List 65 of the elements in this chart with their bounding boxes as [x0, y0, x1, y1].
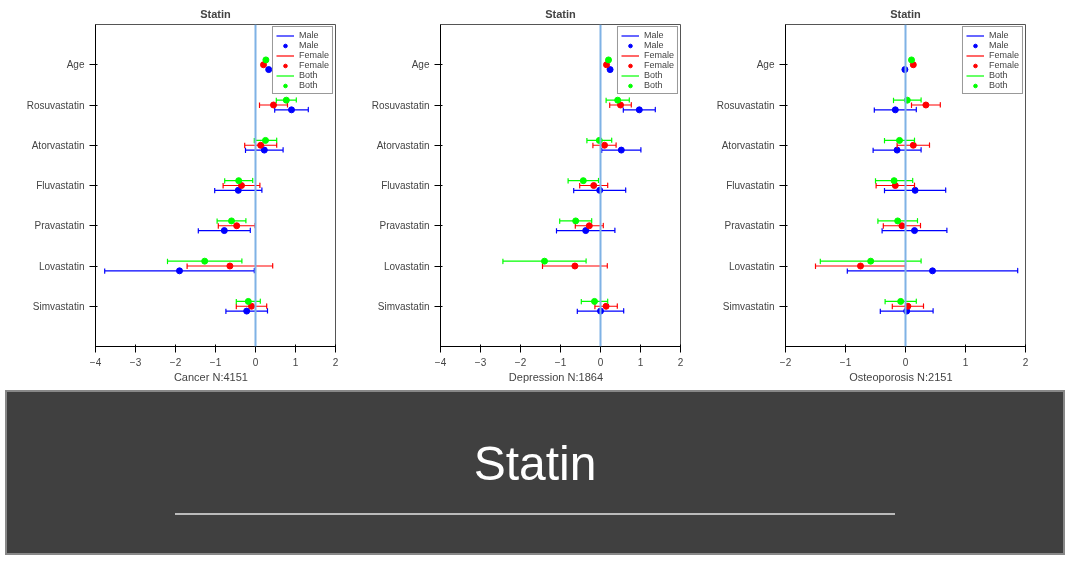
y-tick-label: Fluvastatin — [726, 180, 775, 191]
legend-label: Both — [988, 70, 1009, 80]
text: Female — [988, 50, 1019, 60]
text: Statin — [473, 436, 597, 493]
text: Both — [298, 80, 318, 90]
x-tick-label: −2 — [514, 356, 527, 368]
y-tick-label: Rosuvastatin — [371, 99, 430, 111]
y-tick-label: Simvastatin — [32, 300, 85, 312]
y-tick-label: Lovastatin — [383, 260, 430, 272]
legend-label: Female — [988, 60, 1019, 70]
y-tick-label: Pravastatin — [379, 220, 430, 232]
y-tick-label: Atorvastatin — [721, 139, 775, 151]
y-tick-label: Age — [66, 59, 85, 71]
legend-label: Both — [298, 70, 319, 80]
x-tick-label: −1 — [209, 356, 222, 368]
y-tick-label: Atorvastatin — [376, 139, 430, 151]
text: Both — [643, 80, 663, 90]
text: Female — [643, 50, 674, 60]
y-tick-label: Lovastatin — [38, 260, 85, 272]
y-tick-label: Fluvastatin — [36, 180, 85, 191]
y-tick-label: Simvastatin — [377, 300, 430, 312]
legend-label: Male — [988, 40, 1009, 50]
text: Male — [643, 30, 664, 40]
chart-title: Statin — [545, 7, 577, 20]
y-tick-label: Atorvastatin — [31, 139, 85, 151]
chart-title: Statin — [200, 7, 232, 20]
x-tick-label: 2 — [1022, 356, 1029, 368]
legend-label: Male — [643, 40, 664, 50]
x-tick-label: 0 — [902, 356, 909, 368]
x-tick-label: −4 — [89, 356, 102, 368]
x-axis-title: Depression N:1864 — [508, 370, 603, 383]
x-tick-label: −4 — [434, 356, 447, 368]
y-tick-label: Fluvastatin — [381, 180, 430, 191]
x-tick-label: 0 — [252, 356, 259, 368]
x-tick-label: −1 — [839, 356, 852, 368]
text: Male — [988, 30, 1009, 40]
text: Male — [298, 30, 319, 40]
x-tick-label: 2 — [332, 356, 339, 368]
x-axis-title: Cancer N:4151 — [173, 370, 248, 383]
y-tick-label: Age — [756, 59, 775, 71]
y-tick-label: Rosuvastatin — [716, 99, 775, 111]
chart-title: Statin — [890, 7, 922, 20]
text: Both — [988, 80, 1008, 90]
x-tick-label: 1 — [637, 356, 644, 368]
x-tick-label: −3 — [129, 356, 142, 368]
legend-label: Both — [643, 70, 664, 80]
y-tick-label: Pravastatin — [724, 220, 775, 232]
x-tick-label: 2 — [677, 356, 684, 368]
x-axis-title: Osteoporosis N:2151 — [849, 370, 953, 383]
x-tick-label: −2 — [779, 356, 792, 368]
x-tick-label: −2 — [169, 356, 182, 368]
x-tick-label: 0 — [597, 356, 604, 368]
y-tick-label: Lovastatin — [728, 260, 775, 272]
x-tick-label: 1 — [962, 356, 969, 368]
legend-label: Female — [643, 60, 674, 70]
legend-label: Male — [298, 40, 319, 50]
y-tick-label: Pravastatin — [34, 220, 85, 232]
x-tick-label: −3 — [474, 356, 487, 368]
y-tick-label: Simvastatin — [722, 300, 775, 312]
legend-label: Female — [298, 60, 329, 70]
y-tick-label: Rosuvastatin — [26, 99, 85, 111]
x-tick-label: 1 — [292, 356, 299, 368]
x-tick-label: −1 — [554, 356, 567, 368]
text: Female — [298, 50, 329, 60]
y-tick-label: Age — [411, 59, 430, 71]
